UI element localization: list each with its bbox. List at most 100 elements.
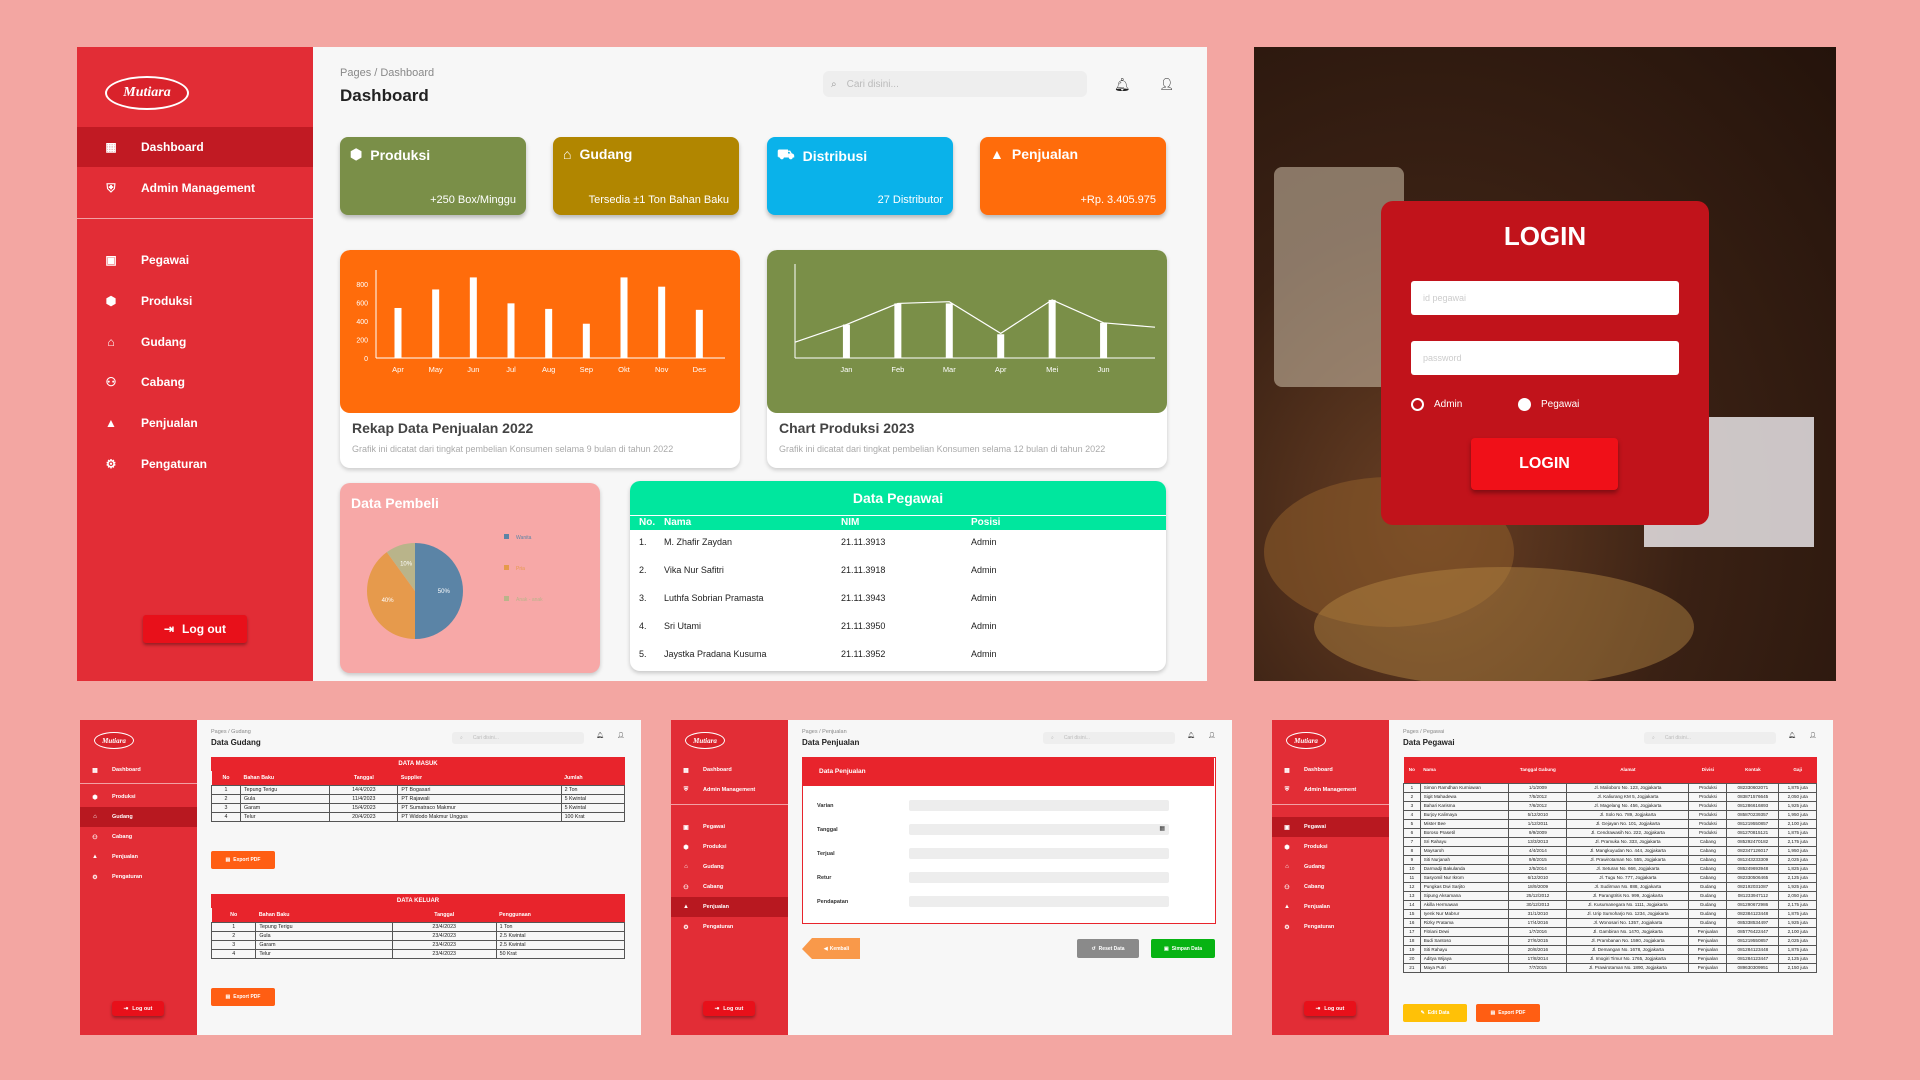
table-cell: 4/4/2014	[1508, 845, 1568, 856]
edit-data-button[interactable]: ✎ Edit Data	[1403, 1004, 1467, 1022]
sidebar-item-produksi[interactable]: ⬢ Produksi	[80, 787, 197, 807]
sidebar-item-admin-management[interactable]: ⛨ Admin Management	[77, 168, 313, 208]
sidebar-item-pengaturan[interactable]: ⚙ Pengaturan	[77, 444, 313, 484]
export-pdf-button[interactable]: ▤ Export PDF	[211, 851, 275, 869]
retur-input[interactable]	[909, 872, 1169, 883]
card-penjualan[interactable]: ▲ Penjualan +Rp. 3.405.975	[980, 137, 1166, 215]
table-cell: 5/12/2010	[1508, 809, 1568, 820]
tanggal-input[interactable]: ▦	[909, 824, 1169, 835]
table-cell: Maysaroh	[1419, 845, 1510, 856]
table-cell: 081270815121	[1726, 827, 1780, 838]
sidebar-item-penjualan[interactable]: ▲ Penjualan	[671, 897, 788, 917]
sidebar-item-label: Dashboard	[141, 140, 204, 154]
employees-table-card: Data Pegawai No. Nama NIM Posisi 1. M. Zh…	[630, 481, 1166, 671]
table-cell: 2 Ton	[560, 784, 626, 795]
sidebar-item-pegawai[interactable]: ▣ Pegawai	[671, 817, 788, 837]
brand-logo[interactable]: Mutiara	[94, 732, 134, 749]
sidebar-item-penjualan[interactable]: ▲ Penjualan	[80, 847, 197, 867]
sidebar-item-pengaturan[interactable]: ⚙ Pengaturan	[671, 917, 788, 937]
user-icon[interactable]: 👤︎	[617, 733, 625, 739]
sidebar-divider	[80, 783, 197, 784]
sidebar-item-gudang[interactable]: ⌂ Gudang	[80, 807, 197, 827]
login-button[interactable]: LOGIN	[1471, 438, 1618, 490]
table-cell: Cabang	[1688, 872, 1728, 883]
sidebar-item-produksi[interactable]: ⬢ Produksi	[1272, 837, 1389, 857]
sidebar-item-dashboard[interactable]: ▦ Dashboard	[77, 127, 313, 167]
sidebar-item-cabang[interactable]: ⚇ Cabang	[671, 877, 788, 897]
logout-icon: ⇥	[123, 1005, 129, 1012]
table-cell: 1/7/2016	[1508, 926, 1568, 937]
table-cell: Jl. Wonosari No. 1357, Jogjakarta	[1566, 917, 1690, 928]
bag-icon: ▲	[990, 146, 1004, 162]
user-icon[interactable]: 👤︎	[1809, 733, 1817, 739]
role-pegawai-radio[interactable]: Pegawai	[1518, 398, 1579, 411]
varian-input[interactable]	[909, 800, 1169, 811]
sidebar-item-produksi[interactable]: ⬢ Produksi	[77, 281, 313, 321]
bell-icon[interactable]: 🔔︎	[1788, 733, 1796, 739]
table-cell: Penjualan	[1688, 944, 1728, 955]
search-input[interactable]: ⌕ Cari disini...	[452, 732, 584, 744]
sidebar-item-pegawai[interactable]: ▣ Pegawai	[77, 240, 313, 280]
table-row: 9 Siti Nurjanah 9/8/2015 Jl. Prawirotaman N…	[1403, 854, 1817, 865]
search-placeholder: Cari disini...	[472, 735, 499, 741]
logout-button[interactable]: ⇥ Log out	[1304, 1001, 1356, 1016]
pie-slice	[415, 543, 463, 639]
role-admin-radio[interactable]: Admin	[1411, 398, 1462, 411]
bar	[997, 334, 1005, 358]
export-pdf-button[interactable]: ▤ Export PDF	[211, 988, 275, 1006]
sidebar-item-penjualan[interactable]: ▲ Penjualan	[77, 403, 313, 443]
sidebar-item-cabang[interactable]: ⚇ Cabang	[1272, 877, 1389, 897]
search-input[interactable]: ⌕ Cari disini...	[1043, 732, 1175, 744]
sidebar-item-admin-management[interactable]: ⛨ Admin Management	[1272, 780, 1389, 800]
table-row: 8 Maysaroh 4/4/2014 Jl. Mangkuyudan No. 444…	[1403, 845, 1817, 856]
table-cell: 23/4/2023	[391, 939, 497, 950]
bar	[507, 303, 515, 358]
sidebar-item-admin-management[interactable]: ⛨ Admin Management	[671, 780, 788, 800]
table-cell: Gula	[240, 793, 331, 804]
sidebar-item-pengaturan[interactable]: ⚙ Pengaturan	[1272, 917, 1389, 937]
logout-button[interactable]: ⇥ Log out	[703, 1001, 755, 1016]
table-cell: 2,125 juta	[1778, 953, 1817, 964]
sidebar-item-label: Pegawai	[1304, 824, 1327, 830]
search-input[interactable]: ⌕ Cari disini...	[823, 71, 1087, 97]
sidebar-item-produksi[interactable]: ⬢ Produksi	[671, 837, 788, 857]
brand-logo[interactable]: Mutiara	[685, 732, 725, 749]
search-input[interactable]: ⌕ Cari disini...	[1644, 732, 1776, 744]
sidebar-item-cabang[interactable]: ⚇ Cabang	[80, 827, 197, 847]
sidebar-item-pegawai[interactable]: ▣ Pegawai	[1272, 817, 1389, 837]
card-produksi[interactable]: ⬢ Produksi +250 Box/Minggu	[340, 137, 526, 215]
pendapatan-input[interactable]	[909, 896, 1169, 907]
user-icon[interactable]: 👤︎	[1159, 77, 1175, 91]
sidebar-item-gudang[interactable]: ⌂ Gudang	[77, 322, 313, 362]
sidebar-item-dashboard[interactable]: ▦ Dashboard	[671, 760, 788, 780]
back-button[interactable]: ◀ Kembali	[811, 938, 862, 959]
logout-button[interactable]: ⇥ Log out	[112, 1001, 164, 1016]
sidebar-item-penjualan[interactable]: ▲ Penjualan	[1272, 897, 1389, 917]
terjual-input[interactable]	[909, 848, 1169, 859]
logout-button[interactable]: ⇥ Log out	[143, 615, 247, 643]
brand-logo[interactable]: Mutiara	[1286, 732, 1326, 749]
bell-icon[interactable]: 🔔︎	[1114, 77, 1131, 92]
sidebar-item-pengaturan[interactable]: ⚙ Pengaturan	[80, 867, 197, 887]
brand-logo[interactable]: Mutiara	[105, 76, 189, 110]
card-distribusi[interactable]: ⛟ Distribusi 27 Distributor	[767, 137, 953, 215]
table-cell: 082330602071	[1726, 782, 1780, 793]
calendar-icon[interactable]: ▦	[1159, 826, 1165, 832]
sidebar-item-dashboard[interactable]: ▦ Dashboard	[1272, 760, 1389, 780]
save-data-button[interactable]: ▣ Simpan Data	[1151, 939, 1215, 958]
export-pdf-button[interactable]: ▤ Export PDF	[1476, 1004, 1540, 1022]
reset-data-button[interactable]: ↺ Reset Data	[1077, 939, 1139, 958]
employee-id-input[interactable]: id pegawai	[1411, 281, 1679, 315]
table-cell: 7/6/2012	[1508, 800, 1568, 811]
sidebar-item-gudang[interactable]: ⌂ Gudang	[1272, 857, 1389, 877]
sidebar-item-dashboard[interactable]: ▦ Dashboard	[80, 760, 197, 780]
grid-icon: ▦	[1284, 767, 1290, 774]
bell-icon[interactable]: 🔔︎	[596, 733, 604, 739]
sidebar-item-gudang[interactable]: ⌂ Gudang	[671, 857, 788, 877]
card-gudang[interactable]: ⌂ Gudang Tersedia ±1 Ton Bahan Baku	[553, 137, 739, 215]
sidebar-item-cabang[interactable]: ⚇ Cabang	[77, 362, 313, 402]
table-cell: 50 Krat	[495, 948, 626, 959]
password-input[interactable]: password	[1411, 341, 1679, 375]
user-icon[interactable]: 👤︎	[1208, 733, 1216, 739]
bell-icon[interactable]: 🔔︎	[1187, 733, 1195, 739]
